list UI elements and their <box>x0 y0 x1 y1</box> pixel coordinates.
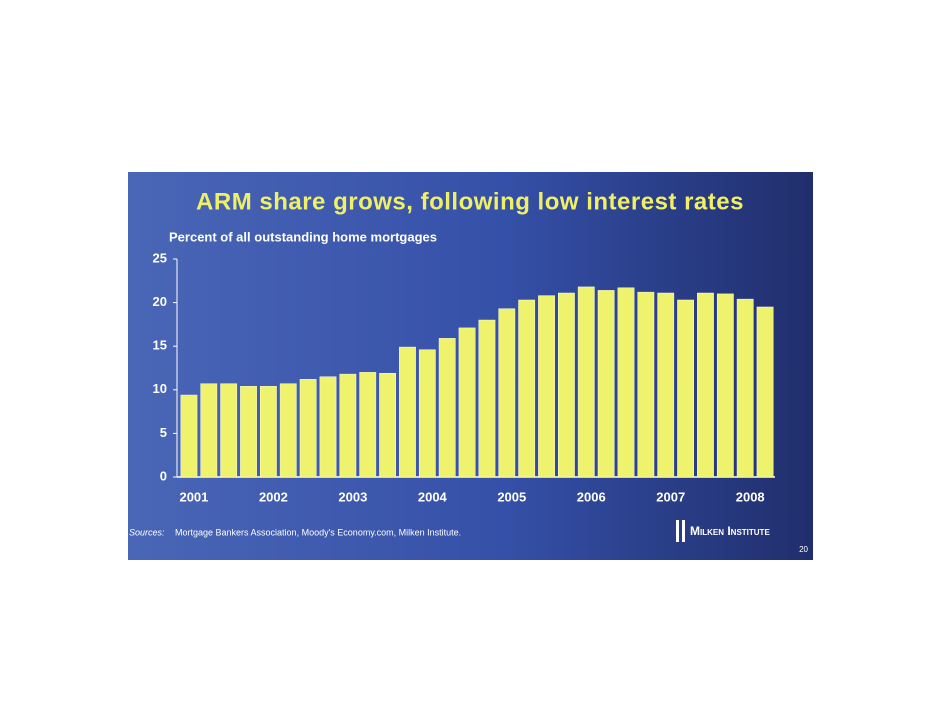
source-label: Sources: <box>129 527 165 537</box>
x-tick-label: 2002 <box>259 489 288 504</box>
bar <box>657 292 675 478</box>
y-tick-label: 5 <box>160 425 167 440</box>
logo-text: Milken Institute <box>690 524 770 538</box>
bar <box>558 292 575 478</box>
bar <box>518 299 536 478</box>
bar <box>359 372 377 478</box>
bar <box>279 383 297 478</box>
x-tick-label: 2005 <box>497 489 526 504</box>
bar <box>399 346 416 478</box>
bar <box>220 383 238 478</box>
logo-column <box>682 520 685 542</box>
bar <box>637 291 655 478</box>
logo: Milken Institute <box>676 520 770 542</box>
x-tick-label: 2006 <box>577 489 606 504</box>
bar <box>478 319 496 478</box>
y-tick-label: 0 <box>160 468 167 483</box>
bar <box>180 394 198 478</box>
y-tick-label: 20 <box>153 294 167 309</box>
bar <box>240 386 257 478</box>
bar <box>379 372 396 478</box>
y-tick-label: 10 <box>153 381 167 396</box>
bar <box>458 327 476 478</box>
bar <box>438 338 456 478</box>
bar <box>697 292 714 478</box>
bar <box>597 290 615 478</box>
bar <box>577 286 595 478</box>
x-tick-label: 2004 <box>418 489 448 504</box>
bar <box>339 373 357 478</box>
chart-subtitle: Percent of all outstanding home mortgage… <box>169 229 437 244</box>
bar <box>617 287 635 478</box>
bar <box>756 306 774 478</box>
bar <box>299 379 317 478</box>
x-tick-label: 2003 <box>338 489 367 504</box>
y-tick-label: 15 <box>153 338 167 353</box>
page-number: 20 <box>799 545 808 554</box>
bar <box>716 293 734 478</box>
bar <box>736 298 754 478</box>
x-tick-label: 2008 <box>736 489 765 504</box>
bar <box>677 299 694 478</box>
x-tick-label: 2001 <box>179 489 208 504</box>
bar <box>418 349 436 478</box>
chart-title: ARM share grows, following low interest … <box>196 188 744 215</box>
bar <box>200 383 218 478</box>
bar <box>260 386 277 478</box>
y-tick-label: 25 <box>153 250 167 265</box>
x-tick-label: 2007 <box>656 489 685 504</box>
bar <box>498 308 516 478</box>
source-text: Mortgage Bankers Association, Moody's Ec… <box>175 527 461 537</box>
bar <box>538 295 555 478</box>
logo-column <box>676 520 679 542</box>
bar <box>319 376 337 478</box>
